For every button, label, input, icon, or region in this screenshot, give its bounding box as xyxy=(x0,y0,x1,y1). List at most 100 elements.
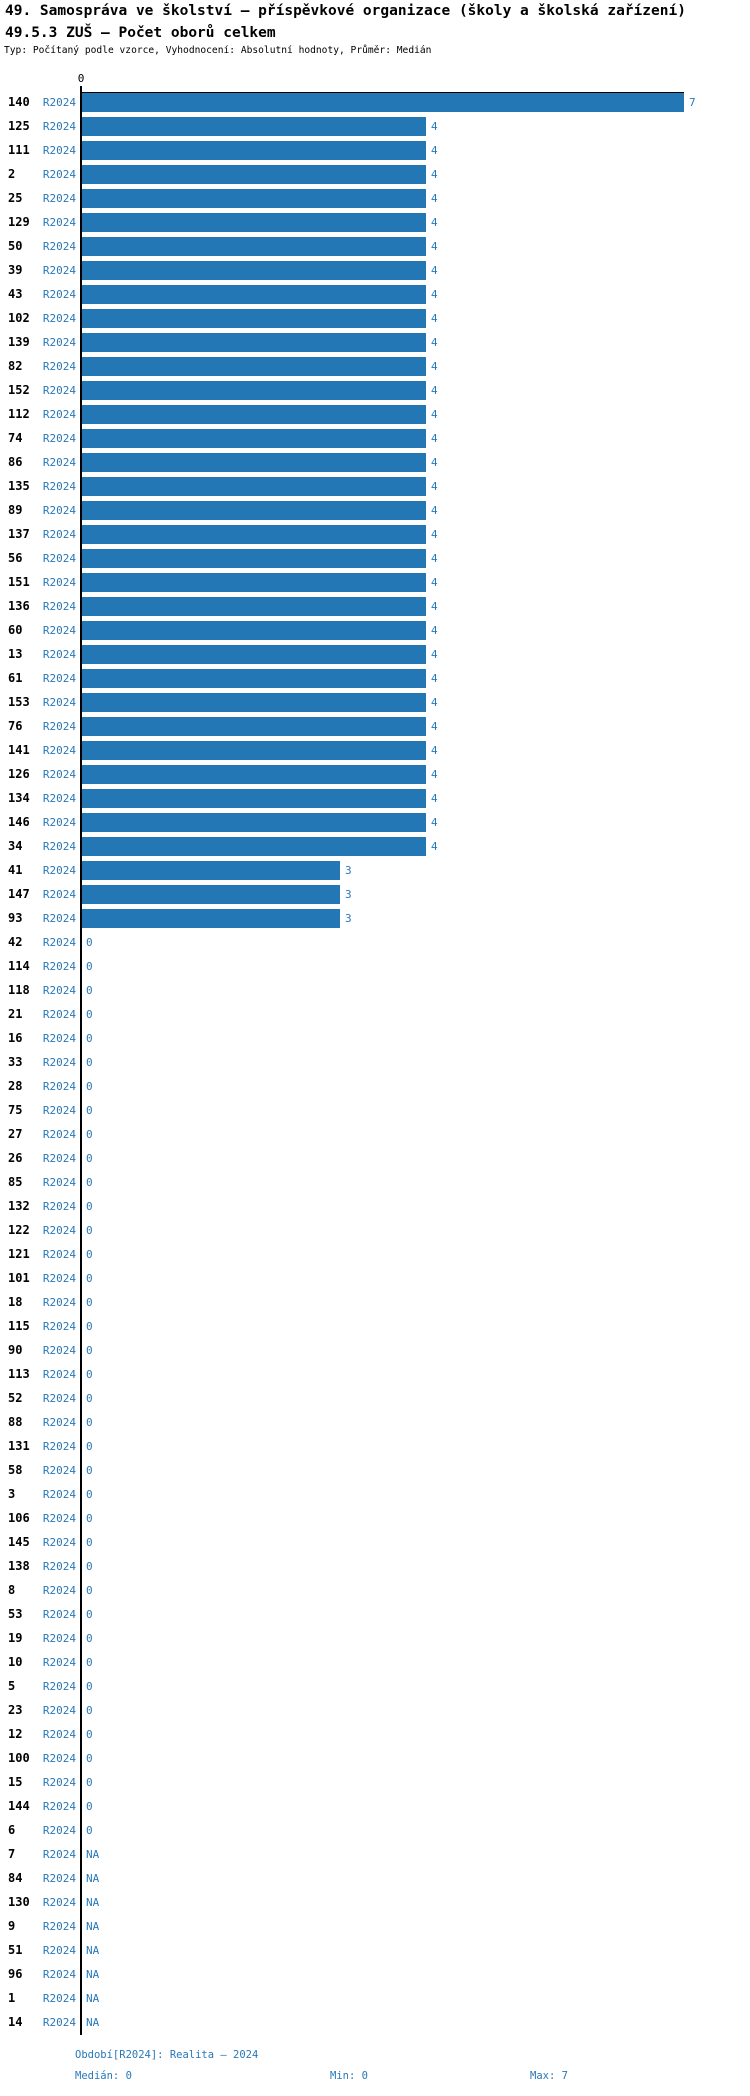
row-category-label: 13 xyxy=(8,647,23,661)
row-value-label: 0 xyxy=(86,1080,93,1093)
row-category-label: 135 xyxy=(8,479,30,493)
row-value-label: 4 xyxy=(431,504,438,517)
row-category-label: 152 xyxy=(8,383,30,397)
row-value-label: 3 xyxy=(345,888,352,901)
chart-row: 85 R2024 0 xyxy=(0,1173,750,1192)
chart-row: 61 R2024 4 xyxy=(0,669,750,688)
row-category-label: 9 xyxy=(8,1919,16,1933)
chart-row: 21 R2024 0 xyxy=(0,1005,750,1024)
row-value-label: 0 xyxy=(86,1512,93,1525)
row-value-label: 0 xyxy=(86,1752,93,1765)
row-period-label: R2024 xyxy=(42,432,76,445)
row-category-label: 141 xyxy=(8,743,30,757)
row-period-label: R2024 xyxy=(42,1680,76,1693)
chart-row: 74 R2024 4 xyxy=(0,429,750,448)
row-period-label: R2024 xyxy=(42,1632,76,1645)
row-value-label: 4 xyxy=(431,672,438,685)
row-category-label: 100 xyxy=(8,1751,30,1765)
chart-row: 18 R2024 0 xyxy=(0,1293,750,1312)
row-bar xyxy=(82,309,426,328)
row-period-label: R2024 xyxy=(42,1080,76,1093)
row-category-label: 115 xyxy=(8,1319,30,1333)
chart-row: 152 R2024 4 xyxy=(0,381,750,400)
row-period-label: R2024 xyxy=(42,1488,76,1501)
row-category-label: 153 xyxy=(8,695,30,709)
row-period-label: R2024 xyxy=(42,888,76,901)
page-title: 49. Samospráva ve školství – příspěvkové… xyxy=(5,3,686,19)
row-period-label: R2024 xyxy=(42,384,76,397)
row-category-label: 75 xyxy=(8,1103,23,1117)
row-category-label: 50 xyxy=(8,239,23,253)
row-value-label: 4 xyxy=(431,600,438,613)
row-period-label: R2024 xyxy=(42,1872,76,1885)
chart-row: 115 R2024 0 xyxy=(0,1317,750,1336)
row-period-label: R2024 xyxy=(42,1200,76,1213)
row-bar xyxy=(82,765,426,784)
row-value-label: 4 xyxy=(431,456,438,469)
row-value-label: 4 xyxy=(431,696,438,709)
row-period-label: R2024 xyxy=(42,288,76,301)
chart-row: 153 R2024 4 xyxy=(0,693,750,712)
row-period-label: R2024 xyxy=(42,816,76,829)
row-period-label: R2024 xyxy=(42,1344,76,1357)
chart-row: 112 R2024 4 xyxy=(0,405,750,424)
row-value-label: 4 xyxy=(431,336,438,349)
row-category-label: 58 xyxy=(8,1463,23,1477)
row-value-label: 7 xyxy=(689,96,696,109)
row-category-label: 113 xyxy=(8,1367,30,1381)
chart-row: 88 R2024 0 xyxy=(0,1413,750,1432)
chart-row: 13 R2024 4 xyxy=(0,645,750,664)
row-value-label: 0 xyxy=(86,1272,93,1285)
chart-subtitle: 49.5.3 ZUŠ – Počet oborů celkem xyxy=(5,25,276,41)
row-bar xyxy=(82,837,426,856)
chart-row: 19 R2024 0 xyxy=(0,1629,750,1648)
row-period-label: R2024 xyxy=(42,1464,76,1477)
chart-row: 50 R2024 4 xyxy=(0,237,750,256)
chart-row: 16 R2024 0 xyxy=(0,1029,750,1048)
row-category-label: 137 xyxy=(8,527,30,541)
row-bar xyxy=(82,213,426,232)
row-period-label: R2024 xyxy=(42,1368,76,1381)
chart-row: 5 R2024 0 xyxy=(0,1677,750,1696)
row-value-label: 0 xyxy=(86,1656,93,1669)
row-bar xyxy=(82,525,426,544)
row-category-label: 121 xyxy=(8,1247,30,1261)
row-period-label: R2024 xyxy=(42,768,76,781)
row-category-label: 131 xyxy=(8,1439,30,1453)
row-category-label: 51 xyxy=(8,1943,23,1957)
chart-row: 10 R2024 0 xyxy=(0,1653,750,1672)
chart-row: 136 R2024 4 xyxy=(0,597,750,616)
row-period-label: R2024 xyxy=(42,1152,76,1165)
row-value-label: 0 xyxy=(86,960,93,973)
row-bar xyxy=(82,93,684,112)
chart-row: 2 R2024 4 xyxy=(0,165,750,184)
row-value-label: 4 xyxy=(431,480,438,493)
row-bar xyxy=(82,117,426,136)
row-period-label: R2024 xyxy=(42,744,76,757)
row-bar xyxy=(82,621,426,640)
row-category-label: 74 xyxy=(8,431,23,445)
row-period-label: R2024 xyxy=(42,792,76,805)
row-period-label: R2024 xyxy=(42,1968,76,1981)
row-value-na-label: NA xyxy=(86,1968,100,1981)
row-period-label: R2024 xyxy=(42,552,76,565)
row-period-label: R2024 xyxy=(42,192,76,205)
row-period-label: R2024 xyxy=(42,96,76,109)
row-category-label: 112 xyxy=(8,407,30,421)
row-period-label: R2024 xyxy=(42,1128,76,1141)
chart-row: 137 R2024 4 xyxy=(0,525,750,544)
row-period-label: R2024 xyxy=(42,1752,76,1765)
row-category-label: 129 xyxy=(8,215,30,229)
x-axis-zero-tick-label: 0 xyxy=(77,72,85,85)
row-category-label: 6 xyxy=(8,1823,16,1837)
row-period-label: R2024 xyxy=(42,504,76,517)
chart-row: 102 R2024 4 xyxy=(0,309,750,328)
row-value-label: 4 xyxy=(431,624,438,637)
chart-row: 42 R2024 0 xyxy=(0,933,750,952)
row-value-label: 0 xyxy=(86,1632,93,1645)
chart-row: 130 R2024 NA xyxy=(0,1893,750,1912)
row-period-label: R2024 xyxy=(42,1416,76,1429)
row-category-label: 10 xyxy=(8,1655,23,1669)
row-period-label: R2024 xyxy=(42,1560,76,1573)
